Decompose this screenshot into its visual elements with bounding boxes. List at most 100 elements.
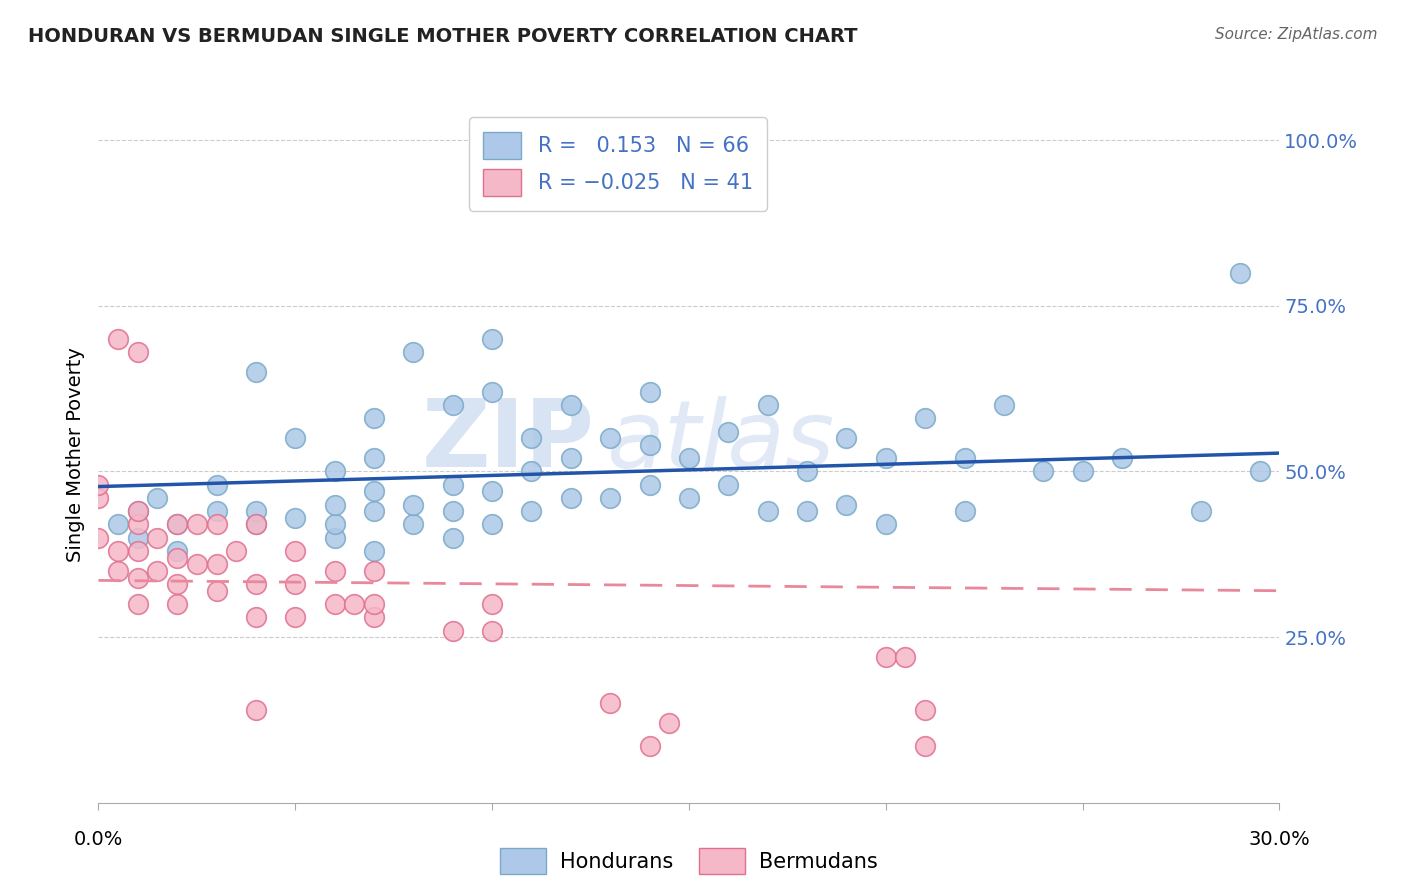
Point (87, 477, 110, 491)
Y-axis label: Single Mother Poverty: Single Mother Poverty (66, 348, 84, 562)
Point (245, 703, 267, 717)
Point (284, 577, 307, 591)
Point (756, 398, 779, 412)
Point (953, 504, 976, 518)
Point (914, 739, 936, 754)
Point (205, 517, 228, 532)
Point (146, 564, 169, 578)
Point (1249, 465, 1271, 479)
Point (107, 332, 129, 346)
Point (363, 411, 385, 425)
Point (205, 558, 228, 572)
Point (796, 504, 818, 518)
Point (186, 558, 208, 572)
Point (284, 544, 307, 558)
Point (1111, 451, 1133, 466)
Point (520, 465, 543, 479)
Point (245, 517, 267, 532)
Point (146, 491, 169, 505)
Point (363, 484, 385, 499)
Point (245, 577, 267, 591)
Point (186, 517, 208, 532)
Point (717, 425, 740, 439)
Point (323, 498, 346, 512)
Point (363, 597, 385, 611)
Point (481, 597, 503, 611)
Point (323, 531, 346, 545)
Point (363, 451, 385, 466)
Point (658, 716, 681, 731)
Point (245, 504, 267, 518)
Point (520, 431, 543, 445)
Point (127, 504, 149, 518)
Point (205, 477, 228, 491)
Point (402, 498, 425, 512)
Point (914, 411, 936, 425)
Point (127, 504, 149, 518)
Point (481, 332, 503, 346)
Point (402, 517, 425, 532)
Point (363, 610, 385, 624)
Point (1032, 465, 1054, 479)
Point (678, 491, 700, 505)
Point (441, 477, 464, 491)
Text: Source: ZipAtlas.com: Source: ZipAtlas.com (1215, 27, 1378, 42)
Point (107, 564, 129, 578)
Point (560, 398, 582, 412)
Point (638, 477, 661, 491)
Point (717, 477, 740, 491)
Point (993, 398, 1015, 412)
Point (107, 544, 129, 558)
Point (245, 610, 267, 624)
Point (166, 517, 188, 532)
Legend: Hondurans, Bermudans: Hondurans, Bermudans (492, 839, 886, 883)
Point (599, 491, 621, 505)
Point (441, 624, 464, 638)
Point (481, 624, 503, 638)
Text: ZIP: ZIP (422, 395, 595, 487)
Point (205, 504, 228, 518)
Point (225, 544, 247, 558)
Point (599, 697, 621, 711)
Point (363, 564, 385, 578)
Point (323, 597, 346, 611)
Point (1071, 465, 1094, 479)
Point (875, 451, 897, 466)
Point (1229, 266, 1251, 280)
Point (756, 504, 779, 518)
Point (638, 438, 661, 452)
Point (835, 498, 858, 512)
Point (127, 570, 149, 584)
Point (87, 531, 110, 545)
Point (520, 504, 543, 518)
Point (245, 517, 267, 532)
Point (166, 550, 188, 565)
Point (284, 511, 307, 525)
Point (560, 491, 582, 505)
Point (166, 544, 188, 558)
Point (599, 431, 621, 445)
Point (441, 398, 464, 412)
Point (323, 517, 346, 532)
Point (1189, 504, 1212, 518)
Point (127, 517, 149, 532)
Point (87, 491, 110, 505)
Point (402, 345, 425, 359)
Point (875, 650, 897, 665)
Text: HONDURAN VS BERMUDAN SINGLE MOTHER POVERTY CORRELATION CHART: HONDURAN VS BERMUDAN SINGLE MOTHER POVER… (28, 27, 858, 45)
Point (245, 365, 267, 379)
Point (560, 451, 582, 466)
Point (166, 517, 188, 532)
Point (441, 504, 464, 518)
Point (284, 431, 307, 445)
Text: 0.0%: 0.0% (73, 830, 124, 848)
Point (481, 484, 503, 499)
Point (835, 431, 858, 445)
Point (481, 517, 503, 532)
Point (894, 650, 917, 665)
Point (146, 531, 169, 545)
Point (166, 597, 188, 611)
Point (481, 384, 503, 399)
Point (127, 597, 149, 611)
Point (205, 583, 228, 598)
